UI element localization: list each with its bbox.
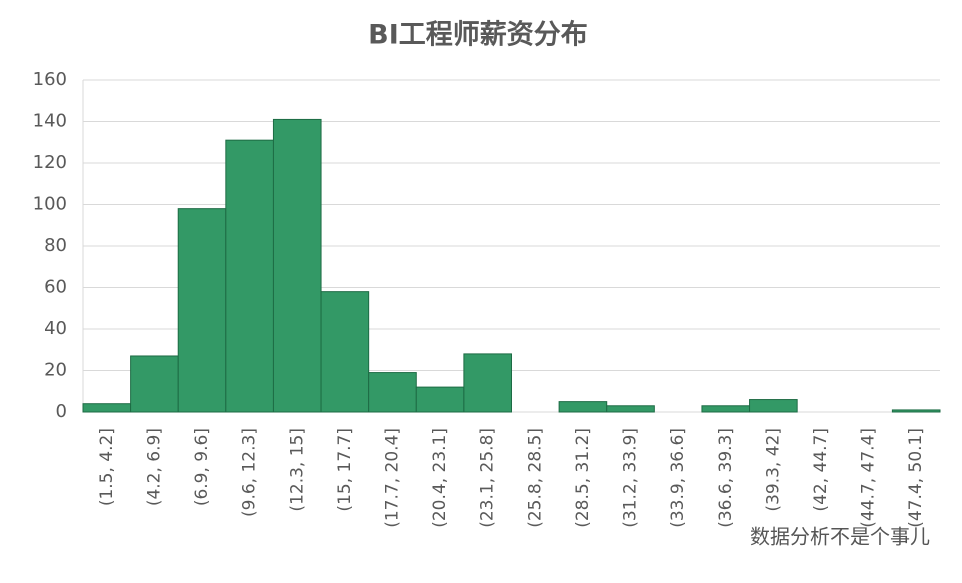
bar — [558, 401, 608, 413]
y-tick-label: 120 — [33, 152, 67, 173]
x-tick-label: (39.3, 42] — [763, 428, 783, 512]
y-tick-label: 100 — [33, 194, 67, 215]
bar — [130, 355, 179, 413]
x-tick-label: (9.6, 12.3] — [240, 428, 260, 517]
x-tick-label: (17.7, 20.4] — [382, 428, 402, 528]
y-tick-label: 40 — [44, 318, 67, 339]
bar — [701, 405, 751, 413]
x-tick-label: (42, 44.7] — [811, 428, 831, 512]
chart-title: BI工程师薪资分布 — [368, 20, 588, 51]
bar — [891, 409, 941, 413]
x-tick-label: (15, 17.7] — [335, 428, 355, 512]
bar — [82, 403, 132, 413]
x-tick-label: (6.9, 9.6] — [192, 428, 212, 506]
x-tick-label: (23.1, 25.8] — [478, 428, 498, 528]
bar — [749, 399, 798, 413]
bar — [606, 405, 655, 413]
y-tick-label: 80 — [44, 235, 67, 256]
x-tick-label: (4.2, 6.9] — [144, 428, 164, 506]
bar — [225, 139, 274, 413]
bar — [415, 386, 465, 413]
x-tick-label: (31.2, 33.9] — [621, 428, 641, 528]
x-tick-label: (33.9, 36.6] — [668, 428, 688, 528]
y-tick-label: 20 — [44, 360, 67, 381]
x-tick-label: (36.6, 39.3] — [716, 428, 736, 528]
bar — [463, 353, 512, 413]
x-tick-label: (1.5, 4.2] — [97, 428, 117, 506]
bar — [177, 208, 227, 413]
bar — [320, 291, 370, 413]
y-tick-label: 140 — [33, 111, 67, 132]
x-tick-label: (47.4, 50.1] — [906, 428, 926, 528]
bar — [368, 372, 417, 413]
bar — [272, 118, 322, 413]
y-tick-label: 160 — [33, 69, 67, 90]
x-tick-label: (28.5, 31.2] — [573, 428, 593, 528]
x-tick-label: (25.8, 28.5] — [525, 428, 545, 528]
y-tick-label: 0 — [56, 401, 67, 422]
x-tick-label: (44.7, 47.4] — [859, 428, 879, 528]
watermark: 数据分析不是个事儿 — [750, 525, 930, 549]
x-tick-label: (20.4, 23.1] — [430, 428, 450, 528]
y-tick-label: 60 — [44, 277, 67, 298]
x-tick-label: (12.3, 15] — [287, 428, 307, 512]
